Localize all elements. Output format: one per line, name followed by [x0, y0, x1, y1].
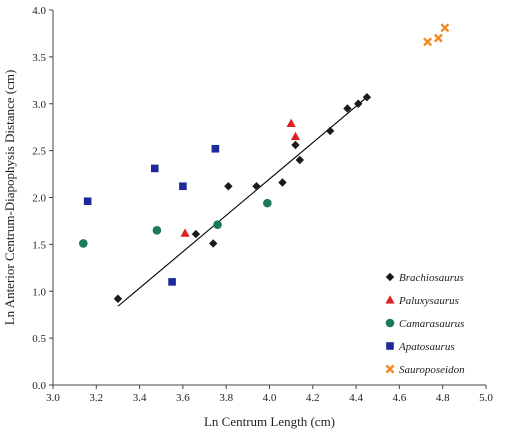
sauroposeidon-point-stroke: [440, 23, 450, 33]
legend-label-sauroposeidon: Sauroposeidon: [399, 364, 465, 376]
y-tick-label: 2.0: [32, 193, 46, 205]
plot-marks: [79, 23, 450, 307]
x-tick-label: 4.8: [436, 392, 450, 404]
brachiosaurus-point: [291, 140, 300, 150]
trend-line: [117, 96, 368, 307]
sauroposeidon-point: [423, 37, 432, 47]
y-tick-label: 1.0: [32, 286, 46, 298]
camarasaurus-point: [213, 220, 222, 229]
brachiosaurus-point: [362, 92, 372, 102]
legend-marker-sauroposeidon-stroke: [385, 364, 395, 374]
legend-label-brachiosaurus: Brachiosaurus: [399, 272, 464, 284]
brachiosaurus-point: [252, 182, 261, 191]
apatosaurus-point: [179, 182, 187, 191]
x-tick-label: 3.6: [176, 392, 190, 404]
x-tick-label: 4.4: [349, 392, 363, 404]
y-tick-label: 3.0: [32, 99, 46, 111]
brachiosaurus-point: [113, 294, 123, 303]
sauroposeidon-point: [433, 33, 443, 43]
y-axis-title: Ln Anterior Centrum-Diapophysis Distance…: [2, 70, 17, 326]
x-tick-label: 3.8: [219, 392, 233, 404]
brachiosaurus-point: [343, 104, 352, 113]
x-tick-label: 3.4: [133, 392, 147, 404]
x-axis-title: Ln Centrum Length (cm): [204, 414, 335, 429]
apatosaurus-point: [150, 164, 159, 173]
legend-marker-brachiosaurus: [385, 272, 395, 282]
y-tick-label: 0.0: [32, 380, 46, 392]
brachiosaurus-point: [354, 99, 363, 108]
brachiosaurus-point: [224, 182, 233, 191]
legend-label-paluxysaurus: Paluxysaurus: [398, 295, 459, 307]
axes: 3.0 3.2 3.4 3.6 3.8 4.0 4.2 4.4 4.6 4.8 5.0 0.0 0.5 1…: [32, 5, 493, 404]
x-tick-label: 5.0: [479, 392, 493, 404]
apatosaurus-point: [211, 144, 220, 153]
brachiosaurus-point: [209, 239, 218, 248]
sauroposeidon-point-stroke: [433, 33, 443, 43]
legend-marker-camarasaurus: [385, 318, 395, 328]
legend-marker-sauroposeidon: [385, 364, 395, 374]
y-tick-label: 3.5: [32, 52, 46, 64]
paluxysaurus-point: [290, 131, 301, 141]
y-tick-label: 1.5: [32, 239, 46, 251]
camarasaurus-point: [152, 226, 162, 235]
legend: Brachiosaurus Paluxysaurus Camarasaurus Apa…: [385, 272, 465, 376]
legend-label-apatosaurus: Apatosaurus: [398, 341, 455, 353]
x-tick-label: 4.0: [263, 392, 277, 404]
y-tick-label: 2.5: [32, 146, 46, 158]
camarasaurus-point: [79, 239, 88, 248]
brachiosaurus-point: [191, 229, 201, 239]
x-tick-label: 3.0: [46, 392, 60, 404]
legend-marker-apatosaurus: [386, 342, 394, 350]
paluxysaurus-point: [286, 118, 296, 128]
apatosaurus-point: [83, 197, 92, 206]
camarasaurus-point: [263, 198, 272, 208]
x-tick-label: 4.2: [306, 392, 320, 404]
sauroposeidon-point: [440, 23, 450, 33]
x-tick-label: 3.2: [89, 392, 103, 404]
paluxysaurus-point: [180, 228, 190, 237]
legend-marker-paluxysaurus: [385, 295, 395, 304]
y-tick-label: 4.0: [32, 5, 46, 17]
apatosaurus-point: [168, 278, 176, 286]
legend-label-camarasaurus: Camarasaurus: [399, 318, 464, 330]
x-tick-label: 4.6: [393, 392, 407, 404]
brachiosaurus-point: [295, 155, 305, 165]
brachiosaurus-point: [278, 178, 287, 187]
sauroposeidon-point-stroke: [423, 37, 432, 47]
brachiosaurus-point: [325, 126, 335, 136]
y-tick-label: 0.5: [32, 333, 46, 345]
